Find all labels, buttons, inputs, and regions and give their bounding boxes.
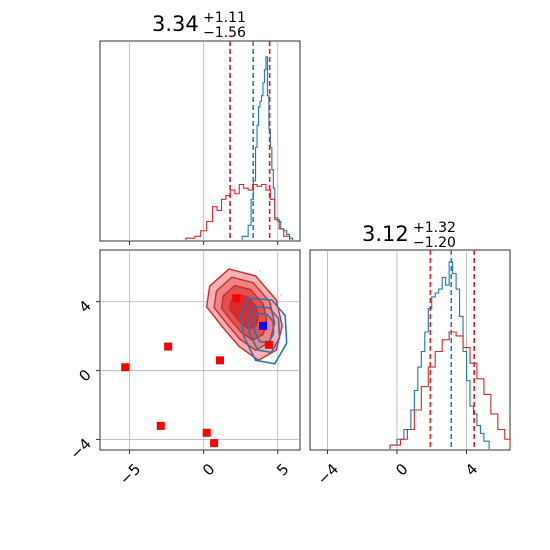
red-square-marker [232,294,241,303]
red-square-marker [216,356,224,365]
red-square-marker [264,340,273,349]
red-square-marker [164,342,173,351]
panel-frame-right [309,249,511,451]
grid-top [129,41,279,241]
histogram-area-right [389,250,511,450]
grid-joint [100,250,300,450]
x-tick-label: 5 [273,460,292,479]
ticks-right: −4 0 4 [314,450,481,488]
x-tick-label: −4 [314,460,342,488]
histogram-step-red [389,331,511,449]
ticks-top [129,241,279,245]
x-tick-label: 4 [462,460,481,479]
sample-dot [259,269,261,272]
x-tick-label: 0 [199,460,218,479]
title-right-minus: −1.20 [413,235,456,251]
grid-right [326,250,467,450]
joint-scatter-panel: −5 0 5 −4 0 4 [66,249,301,488]
title-right-value: 3.12 [362,222,409,246]
sample-dot [279,293,282,296]
y-tick-label: 4 [75,297,94,316]
red-square-marker [202,428,211,437]
histogram-step-red [185,183,291,240]
y-tick-label: −4 [66,435,94,463]
red-contour-level [228,293,260,331]
title-top-value: 3.34 [152,12,199,36]
red-square-marker [210,439,219,448]
scatter-points [121,294,273,448]
marginal-histogram-top: 3.34 +1.11 −1.56 [99,10,301,245]
title-top-plus: +1.11 [203,10,246,26]
marginal-histogram-right: −4 0 4 3.12 +1.32 −1.20 [309,220,511,488]
title-right-plus: +1.32 [413,220,456,236]
title-top-minus: −1.56 [203,25,246,41]
panel-frame-top [99,40,301,242]
red-square-marker [121,363,130,372]
y-tick-label: 0 [75,366,94,385]
x-tick-label: 0 [392,460,411,479]
red-square-marker [156,421,165,430]
x-tick-label: −5 [116,460,144,488]
histogram-area-top [185,41,294,241]
blue-contour-level [246,305,281,354]
sample-dot [270,355,273,358]
blue-contour-level [239,297,288,365]
blue-square-marker [258,321,267,330]
